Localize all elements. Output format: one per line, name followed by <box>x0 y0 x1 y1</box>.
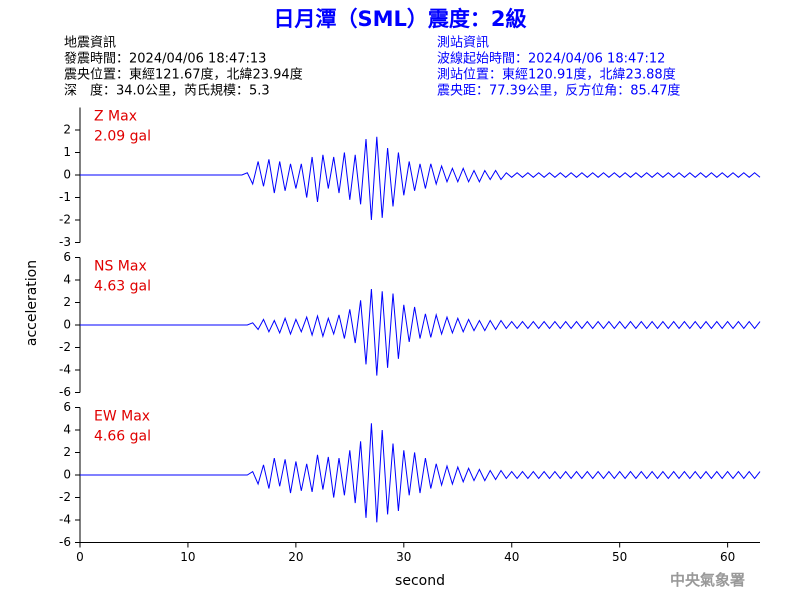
y-tick-label: 0 <box>63 168 71 182</box>
max-label: 4.66 gal <box>94 429 151 445</box>
x-tick-label: 10 <box>180 550 195 564</box>
station-info: 震央距：77.39公里，反方位角：85.47度 <box>437 83 680 99</box>
footer: 中央氣象署 <box>670 571 745 589</box>
waveform <box>80 423 761 523</box>
max-label: 4.63 gal <box>94 279 151 295</box>
component-label: NS Max <box>94 259 147 275</box>
y-tick-label: -3 <box>59 235 71 249</box>
waveform <box>80 288 761 376</box>
x-tick-label: 30 <box>396 550 411 564</box>
y-tick-label: 2 <box>63 123 71 137</box>
station-info: 測站資訊 <box>437 36 489 51</box>
y-tick-label: -6 <box>59 385 71 399</box>
component-label: Z Max <box>94 109 137 125</box>
quake-info: 震央位置：東經121.67度，北緯23.94度 <box>64 67 303 83</box>
y-tick-label: -2 <box>59 340 71 354</box>
y-tick-label: 1 <box>63 145 71 159</box>
station-info: 波線起始時間：2024/04/06 18:47:12 <box>437 51 665 67</box>
y-tick-label: -6 <box>59 535 71 549</box>
component-label: EW Max <box>94 409 150 425</box>
quake-info: 發震時間：2024/04/06 18:47:13 <box>64 52 266 67</box>
y-tick-label: 6 <box>63 400 71 414</box>
y-tick-label: -2 <box>59 490 71 504</box>
y-tick-label: -2 <box>59 213 71 227</box>
y-tick-label: -4 <box>59 363 71 377</box>
x-tick-label: 0 <box>76 550 84 564</box>
quake-info: 地震資訊 <box>64 36 116 51</box>
x-tick-label: 60 <box>720 550 735 564</box>
y-tick-label: 2 <box>63 295 71 309</box>
waveform <box>80 136 761 221</box>
y-tick-label: 4 <box>63 273 71 287</box>
station-info: 測站位置：東經120.91度，北緯23.88度 <box>437 67 676 83</box>
quake-info: 深 度：34.0公里，芮氏規模：5.3 <box>64 83 270 99</box>
x-tick-label: 20 <box>288 550 303 564</box>
y-tick-label: 6 <box>63 250 71 264</box>
y-tick-label: 4 <box>63 423 71 437</box>
max-label: 2.09 gal <box>94 129 151 145</box>
y-tick-label: -1 <box>59 190 71 204</box>
title: 日月潭（SML）震度：2級 <box>273 7 526 31</box>
y-tick-label: -4 <box>59 513 71 527</box>
y-axis-label: acceleration <box>24 260 40 346</box>
x-tick-label: 40 <box>504 550 519 564</box>
y-tick-label: 2 <box>63 445 71 459</box>
y-tick-label: 0 <box>63 318 71 332</box>
x-axis-label: second <box>395 573 445 589</box>
y-tick-label: 0 <box>63 468 71 482</box>
x-tick-label: 50 <box>612 550 627 564</box>
